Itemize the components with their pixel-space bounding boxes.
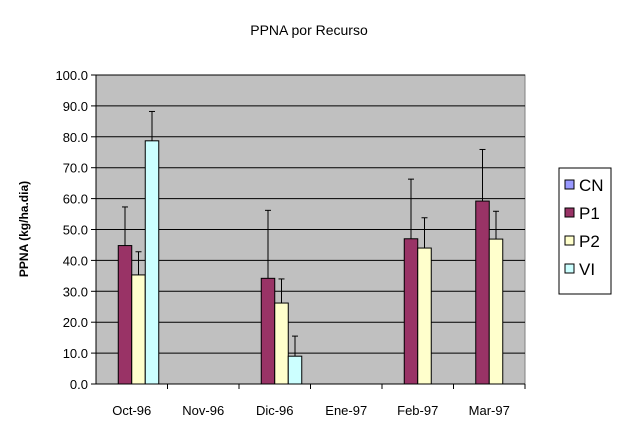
bar-p2 bbox=[417, 247, 432, 385]
bar-p1 bbox=[403, 238, 419, 385]
y-axis-label: PPNA (kg/ha.dia) bbox=[17, 181, 31, 277]
y-tick-label: 80.0 bbox=[63, 130, 88, 145]
x-tick-label: Oct-96 bbox=[112, 403, 151, 418]
bar-p1 bbox=[475, 200, 490, 385]
legend-swatch-vi bbox=[564, 263, 575, 274]
x-tick-label: Feb-97 bbox=[397, 403, 438, 418]
x-tick-label: Dic-96 bbox=[256, 403, 294, 418]
y-tick-label: 20.0 bbox=[63, 315, 88, 330]
bar-vi bbox=[287, 355, 303, 385]
y-tick-label: 30.0 bbox=[63, 284, 88, 299]
y-tick-label: 90.0 bbox=[63, 99, 88, 114]
x-tick-label: Ene-97 bbox=[325, 403, 367, 418]
bar-p1 bbox=[260, 277, 276, 385]
y-tick-label: 0.0 bbox=[70, 377, 88, 392]
chart-title: PPNA por Recurso bbox=[250, 22, 368, 38]
y-tick-label: 50.0 bbox=[63, 223, 88, 238]
bar-vi bbox=[144, 140, 160, 385]
bar-p2 bbox=[488, 238, 504, 385]
bar-p1 bbox=[117, 245, 133, 385]
legend-label-p2: P2 bbox=[579, 232, 600, 251]
legend-label-vi: VI bbox=[579, 260, 595, 279]
legend-swatch-p1 bbox=[564, 207, 575, 218]
x-tick-label: Mar-97 bbox=[469, 403, 510, 418]
y-tick-label: 40.0 bbox=[63, 253, 88, 268]
y-tick-label: 10.0 bbox=[63, 346, 88, 361]
legend-label-p1: P1 bbox=[579, 204, 600, 223]
y-tick-label: 70.0 bbox=[63, 161, 88, 176]
bar-p2 bbox=[274, 302, 289, 385]
legend-swatch-p2 bbox=[564, 235, 575, 246]
bar-p2 bbox=[131, 274, 146, 385]
legend-swatch-cn bbox=[564, 179, 575, 190]
legend-label-cn: CN bbox=[579, 176, 604, 195]
y-tick-label: 100.0 bbox=[55, 68, 88, 83]
x-tick-label: Nov-96 bbox=[182, 403, 224, 418]
y-tick-label: 60.0 bbox=[63, 192, 88, 207]
